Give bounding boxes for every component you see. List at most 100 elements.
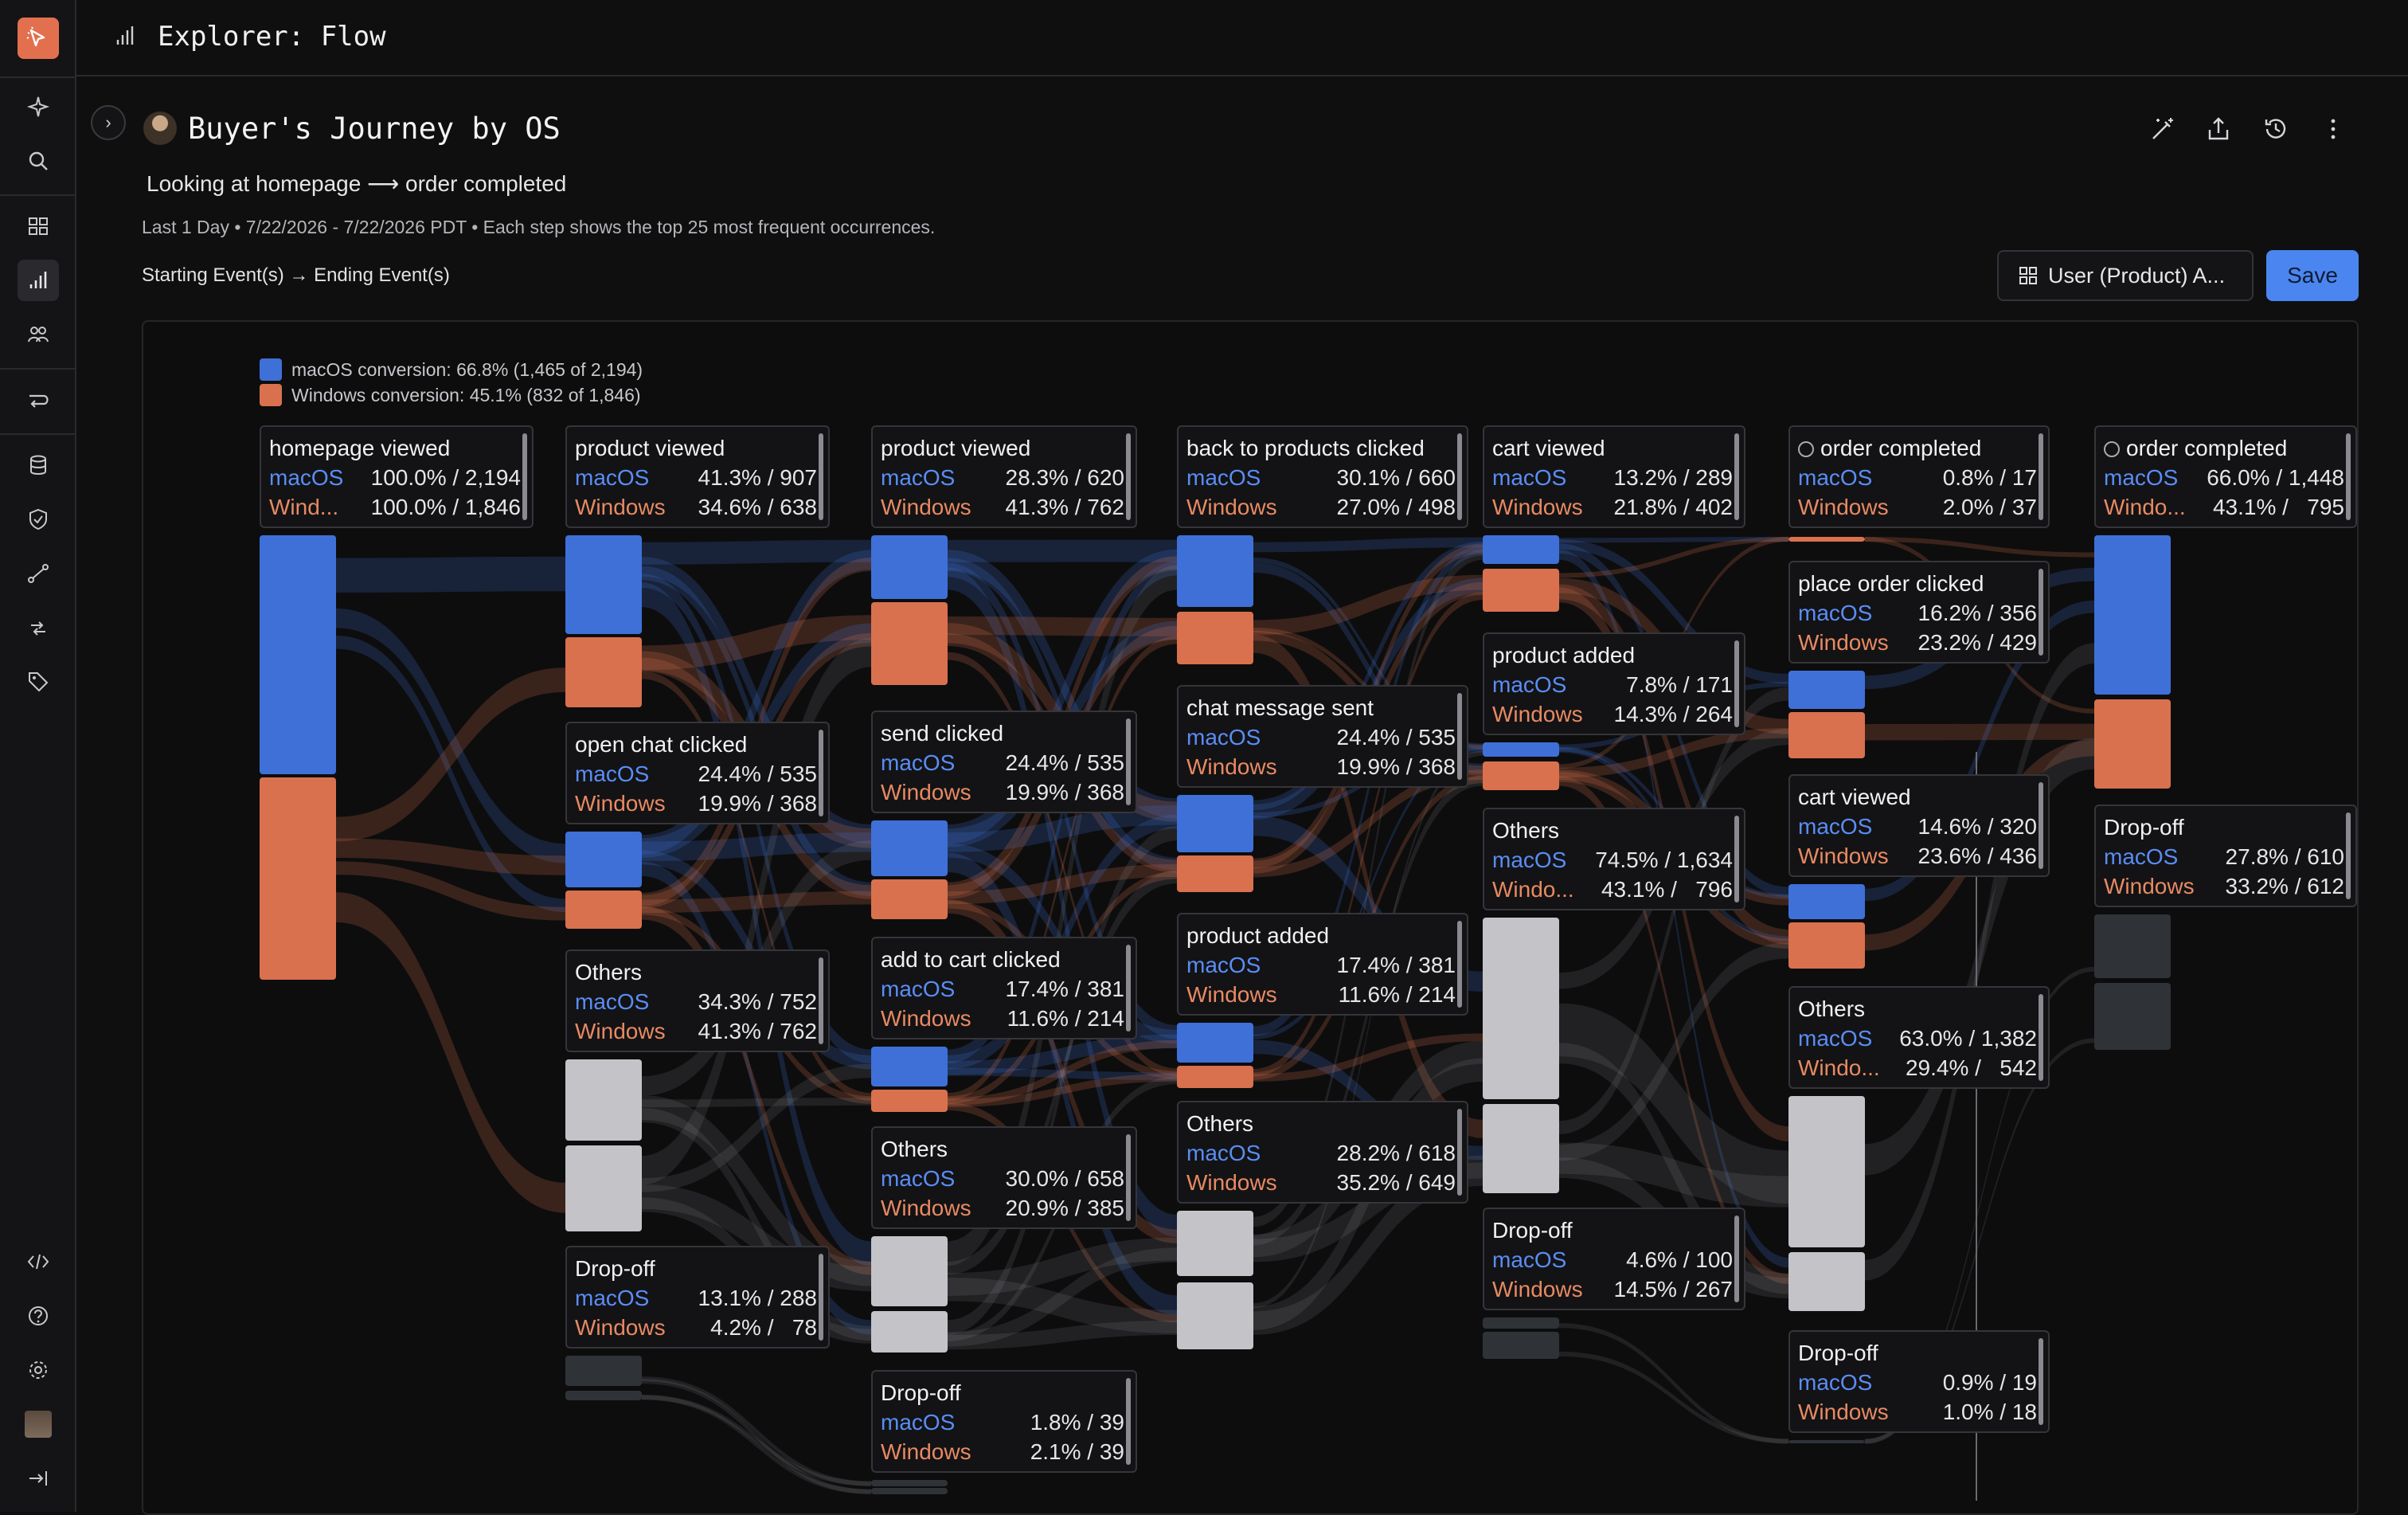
flow-node-card[interactable]: Others macOS 34.3% / 752 Windows 41.3% / 762 <box>565 949 830 1052</box>
node-row-macos: macOS 66.0% / 1,448 <box>2104 463 2344 492</box>
transfer-icon[interactable] <box>18 607 59 648</box>
flow-bar-dropoff[interactable] <box>1483 1317 1559 1329</box>
flow-bar-macos[interactable] <box>1483 742 1559 757</box>
collapse-icon[interactable] <box>18 1458 59 1499</box>
flow-bar-dropoff[interactable] <box>2094 914 2171 978</box>
flow-bar-macos[interactable] <box>1177 535 1253 607</box>
flow-node-card[interactable]: Others macOS 28.2% / 618 Windows 35.2% / 649 <box>1177 1101 1468 1204</box>
flow-node-card[interactable]: Drop-off macOS 27.8% / 610 Windows 33.2% / 6… <box>2094 804 2357 907</box>
user-avatar[interactable] <box>18 1403 59 1445</box>
database-icon[interactable] <box>18 444 59 486</box>
magic-wand-icon[interactable] <box>2145 112 2180 147</box>
flow-bar-windows[interactable] <box>1483 761 1559 790</box>
chart-icon[interactable] <box>18 260 59 301</box>
flow-node-card[interactable]: product added macOS 7.8% / 171 Windows 14.3%… <box>1483 632 1745 735</box>
flow-node-card[interactable]: send clicked macOS 24.4% / 535 Windows 19.9%… <box>871 711 1137 813</box>
flow-node-card[interactable]: Drop-off macOS 1.8% / 39 Windows 2.1% / 39 <box>871 1370 1137 1473</box>
flow-bar-macos[interactable] <box>260 535 336 774</box>
flow-bar-dropoff[interactable] <box>871 1480 948 1486</box>
flow-node-card[interactable]: back to products clicked macOS 30.1% / 660… <box>1177 425 1468 528</box>
flow-bar-dropoff[interactable] <box>2094 983 2171 1050</box>
route-icon[interactable] <box>18 379 59 421</box>
flow-bar-others[interactable] <box>1788 1252 1865 1311</box>
flow-bar-macos[interactable] <box>565 535 642 634</box>
flow-node-card[interactable]: add to cart clicked macOS 17.4% / 381 Windo… <box>871 937 1137 1039</box>
flow-bar-windows[interactable] <box>2094 699 2171 789</box>
flow-bar-windows[interactable] <box>871 879 948 919</box>
flow-bar-dropoff[interactable] <box>565 1391 642 1400</box>
flow-bar-windows[interactable] <box>871 602 948 685</box>
flow-bar-others[interactable] <box>565 1059 642 1141</box>
flow-node-card[interactable]: Drop-off macOS 4.6% / 100 Windows 14.5% / 26… <box>1483 1208 1745 1310</box>
flow-bar-macos[interactable] <box>1177 795 1253 852</box>
tag-icon[interactable] <box>18 661 59 703</box>
flow-bar-macos[interactable] <box>1177 1023 1253 1063</box>
save-button[interactable]: Save <box>2266 250 2359 301</box>
flow-bar-others[interactable] <box>871 1311 948 1353</box>
flow-bar-windows[interactable] <box>1177 1066 1253 1088</box>
settings-icon[interactable] <box>18 1349 59 1391</box>
flow-bar-macos[interactable] <box>1788 884 1865 919</box>
flow-bar-macos[interactable] <box>1483 535 1559 564</box>
flow-node-card[interactable]: chat message sent macOS 24.4% / 535 Windows… <box>1177 685 1468 788</box>
flow-bar-macos[interactable] <box>871 820 948 876</box>
flow-node-card[interactable]: order completed macOS 0.8% / 17 Windows 2.0%… <box>1788 425 2050 528</box>
flow-node-card[interactable]: product viewed macOS 28.3% / 620 Windows 41.… <box>871 425 1137 528</box>
flow-bar-windows[interactable] <box>1177 612 1253 664</box>
flow-bar-dropoff[interactable] <box>871 1488 948 1494</box>
code-icon[interactable] <box>18 1241 59 1282</box>
flow-bar-macos[interactable] <box>565 832 642 887</box>
flow-bar-windows[interactable] <box>260 777 336 980</box>
history-icon[interactable] <box>2258 112 2293 147</box>
flow-node-card[interactable]: Others macOS 74.5% / 1,634 Windo... 43.1% / … <box>1483 808 1745 910</box>
flow-node-card[interactable]: open chat clicked macOS 24.4% / 535 Windows… <box>565 722 830 824</box>
flow-bar-dropoff[interactable] <box>1788 1440 1865 1443</box>
flow-bar-windows[interactable] <box>1177 855 1253 892</box>
flow-bar-windows[interactable] <box>1788 537 1865 542</box>
flow-bar-others[interactable] <box>1177 1211 1253 1276</box>
flow-node-card[interactable]: Others macOS 30.0% / 658 Windows 20.9% / 385 <box>871 1126 1137 1229</box>
flow-bar-windows[interactable] <box>1788 712 1865 758</box>
more-icon[interactable] <box>2316 112 2351 147</box>
flow-node-card[interactable]: cart viewed macOS 14.6% / 320 Windows 23.6% … <box>1788 774 2050 877</box>
flow-bar-dropoff[interactable] <box>565 1356 642 1386</box>
flow-node-card[interactable]: Others macOS 63.0% / 1,382 Windo... 29.4% / … <box>1788 986 2050 1089</box>
shield-icon[interactable] <box>18 499 59 540</box>
flow-bar-others[interactable] <box>871 1236 948 1306</box>
breadcrumb[interactable]: Starting Event(s) → Ending Event(s) <box>142 264 450 286</box>
flow-bar-others[interactable] <box>1483 1104 1559 1193</box>
flow-node-card[interactable]: product viewed macOS 41.3% / 907 Windows 34.… <box>565 425 830 528</box>
flow-bar-others[interactable] <box>1177 1282 1253 1349</box>
user-property-button[interactable]: User (Product) A... <box>1997 250 2254 301</box>
flow-bar-macos[interactable] <box>871 1047 948 1086</box>
flow-node-card[interactable]: Drop-off macOS 0.9% / 19 Windows 1.0% / 18 <box>1788 1330 2050 1433</box>
flow-node-card[interactable]: order completed macOS 66.0% / 1,448 Windo..… <box>2094 425 2357 528</box>
flow-node-card[interactable]: Drop-off macOS 13.1% / 288 Windows 4.2% / 78 <box>565 1246 830 1349</box>
flow-node-card[interactable]: place order clicked macOS 16.2% / 356 Windo… <box>1788 561 2050 664</box>
flow-bar-windows[interactable] <box>1483 569 1559 612</box>
flow-bar-macos[interactable] <box>871 535 948 599</box>
flow-node-card[interactable]: homepage viewed macOS 100.0% / 2,194 Wind..… <box>260 425 534 528</box>
flow-bar-others[interactable] <box>1483 918 1559 1099</box>
flow-bar-macos[interactable] <box>1788 671 1865 709</box>
flow-bar-windows[interactable] <box>565 891 642 929</box>
expand-panel-button[interactable]: › <box>91 105 126 140</box>
flow-bar-others[interactable] <box>1788 1096 1865 1247</box>
flow-bar-others[interactable] <box>565 1145 642 1231</box>
line-icon[interactable] <box>18 553 59 594</box>
report-title[interactable]: Buyer's Journey by OS <box>188 112 561 146</box>
help-icon[interactable] <box>18 1295 59 1337</box>
flow-node-card[interactable]: product added macOS 17.4% / 381 Windows 11.6… <box>1177 913 1468 1016</box>
flow-bar-windows[interactable] <box>565 637 642 707</box>
grid-icon[interactable] <box>18 206 59 247</box>
search-icon[interactable] <box>18 140 59 182</box>
flow-bar-macos[interactable] <box>2094 535 2171 695</box>
flow-bar-windows[interactable] <box>1788 922 1865 969</box>
share-icon[interactable] <box>2201 112 2236 147</box>
flow-node-card[interactable]: cart viewed macOS 13.2% / 289 Windows 21.8% … <box>1483 425 1745 528</box>
people-icon[interactable] <box>18 314 59 355</box>
sparkle-icon[interactable] <box>18 86 59 127</box>
logo-icon[interactable] <box>18 18 59 59</box>
flow-bar-windows[interactable] <box>871 1090 948 1112</box>
flow-bar-dropoff[interactable] <box>1483 1332 1559 1359</box>
